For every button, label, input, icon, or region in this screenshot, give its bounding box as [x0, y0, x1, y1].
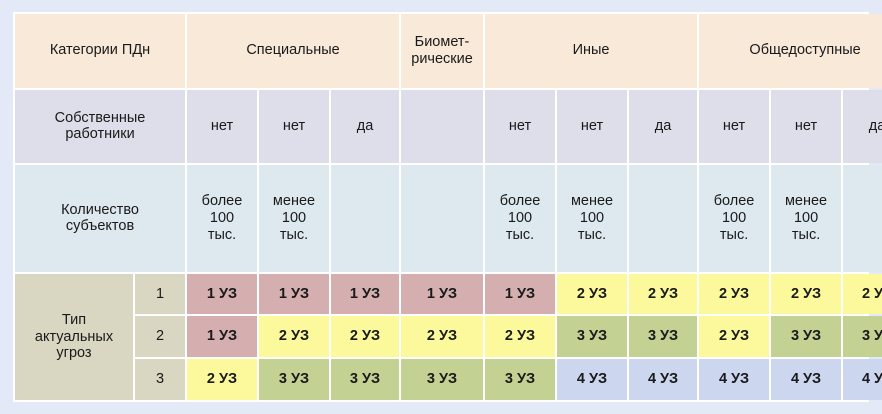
- cell-r1-c4: [401, 89, 484, 164]
- cell-r2-c9: менее 100 тыс.: [771, 165, 842, 272]
- uz-cell-r2-c6: 3 УЗ: [557, 316, 628, 358]
- cell-r1-c8: нет: [699, 89, 770, 164]
- uz-cell-r3-c1: 2 УЗ: [187, 359, 257, 400]
- row-label-1: Собственные работники: [15, 89, 185, 164]
- uz-cell-r2-c9: 3 УЗ: [771, 316, 842, 358]
- cell-r1-c7: да: [629, 89, 698, 164]
- cell-r2-c6: менее 100 тыс.: [557, 165, 628, 272]
- header-group-1: Специальные: [187, 14, 400, 88]
- cell-r2-c10: [843, 165, 882, 272]
- security-level-matrix: Категории ПДн Специальные Биомет-рические И…: [13, 12, 882, 402]
- uz-cell-r1-c1: 1 УЗ: [187, 273, 257, 315]
- uz-cell-r1-c5: 1 УЗ: [485, 273, 556, 315]
- uz-cell-r1-c2: 1 УЗ: [259, 273, 329, 315]
- uz-cell-r2-c2: 2 УЗ: [259, 316, 329, 358]
- uz-cell-r2-c7: 3 УЗ: [629, 316, 698, 358]
- cell-r2-c8: более 100 тыс.: [699, 165, 770, 272]
- threat-number-1: 1: [135, 273, 185, 315]
- cell-r1-c1: нет: [187, 89, 257, 164]
- uz-cell-r3-c2: 3 УЗ: [259, 359, 329, 400]
- cell-r1-c2: нет: [259, 89, 329, 164]
- uz-cell-r3-c9: 4 УЗ: [771, 359, 842, 400]
- cell-r1-c6: нет: [557, 89, 628, 164]
- uz-cell-r3-c7: 4 УЗ: [629, 359, 698, 400]
- uz-cell-r1-c3: 1 УЗ: [331, 273, 400, 315]
- uz-cell-r1-c4: 1 УЗ: [401, 273, 484, 315]
- threat-row: Тип актуальных угроз 1 1 УЗ 1 УЗ 1 УЗ 1 УЗ 1 УЗ 2…: [15, 273, 882, 400]
- cell-r2-c1: более 100 тыс.: [187, 165, 257, 272]
- attribute-row: Собственные работники нет нет да нет нет да нет н…: [15, 89, 882, 164]
- uz-cell-r3-c10: 4 УЗ: [843, 359, 882, 400]
- uz-cell-r2-c4: 2 УЗ: [401, 316, 484, 358]
- cell-r1-c5: нет: [485, 89, 556, 164]
- uz-cell-r3-c5: 3 УЗ: [485, 359, 556, 400]
- attribute-row: Количество субъектов более 100 тыс. менее 100 т…: [15, 165, 882, 272]
- matrix-table: Категории ПДн Специальные Биомет-рические И…: [13, 12, 882, 402]
- uz-cell-r1-c7: 2 УЗ: [629, 273, 698, 315]
- header-row: Категории ПДн Специальные Биомет-рические И…: [15, 14, 882, 88]
- cell-r2-c5: более 100 тыс.: [485, 165, 556, 272]
- threat-type-label: Тип актуальных угроз: [15, 273, 133, 400]
- uz-cell-r3-c6: 4 УЗ: [557, 359, 628, 400]
- uz-cell-r1-c8: 2 УЗ: [699, 273, 770, 315]
- uz-cell-r2-c5: 2 УЗ: [485, 316, 556, 358]
- uz-cell-r3-c3: 3 УЗ: [331, 359, 400, 400]
- uz-cell-r3-c4: 3 УЗ: [401, 359, 484, 400]
- header-group-3: Иные: [485, 14, 698, 88]
- cell-r1-c3: да: [331, 89, 400, 164]
- uz-cell-r2-c8: 2 УЗ: [699, 316, 770, 358]
- row-label-2: Количество субъектов: [15, 165, 185, 272]
- uz-cell-r1-c9: 2 УЗ: [771, 273, 842, 315]
- uz-cell-r2-c1: 1 УЗ: [187, 316, 257, 358]
- threat-number-2: 2: [135, 316, 185, 358]
- uz-cell-r2-c10: 3 УЗ: [843, 316, 882, 358]
- uz-cell-r3-c8: 4 УЗ: [699, 359, 770, 400]
- header-group-4: Общедоступные: [699, 14, 882, 88]
- header-category-label: Категории ПДн: [15, 14, 185, 88]
- cell-r2-c7: [629, 165, 698, 272]
- cell-r1-c10: да: [843, 89, 882, 164]
- uz-cell-r1-c10: 2 УЗ: [843, 273, 882, 315]
- uz-cell-r2-c3: 2 УЗ: [331, 316, 400, 358]
- cell-r2-c2: менее 100 тыс.: [259, 165, 329, 272]
- threat-number-3: 3: [135, 359, 185, 400]
- header-group-2: Биомет-рические: [401, 14, 484, 88]
- cell-r2-c3: [331, 165, 400, 272]
- cell-r2-c4: [401, 165, 484, 272]
- uz-cell-r1-c6: 2 УЗ: [557, 273, 628, 315]
- cell-r1-c9: нет: [771, 89, 842, 164]
